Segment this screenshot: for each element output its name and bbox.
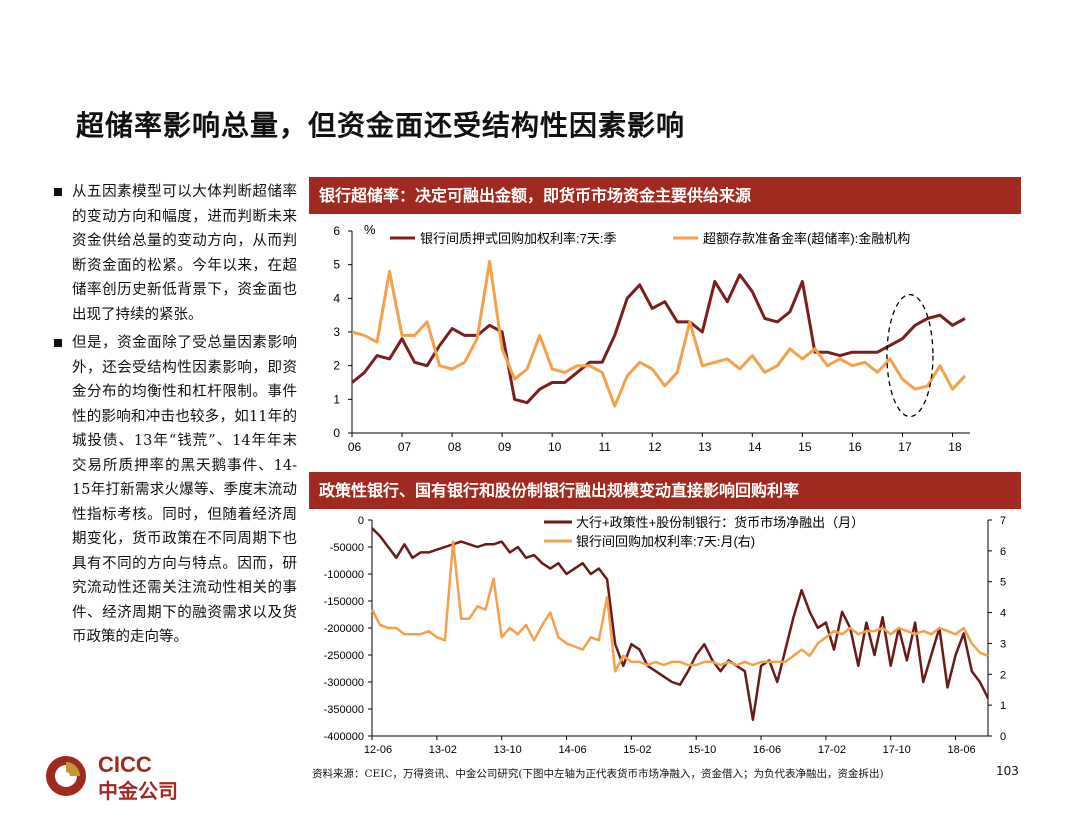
annotation-ellipse (886, 293, 934, 418)
x-tick-label: 15-10 (688, 744, 716, 756)
logo-cn-text: 中金公司 (98, 779, 178, 803)
x-tick-label: 13-10 (494, 744, 522, 756)
legend-label: 银行间回购加权利率:7天:月(右) (576, 534, 755, 549)
y-tick-label-right: 5 (1000, 577, 1006, 589)
x-tick-label: 13-02 (429, 744, 457, 756)
page-title: 超储率影响总量，但资金面还受结构性因素影响 (76, 109, 686, 142)
y-tick-label: 6 (333, 224, 340, 238)
y-tick-label-left: -400000 (324, 731, 364, 743)
y-tick-label-right: 0 (1000, 731, 1006, 743)
y-tick-label: 0 (333, 426, 340, 440)
y-tick-label-right: 2 (1000, 669, 1006, 681)
legend-label: 银行间质押式回购加权利率:7天:季 (420, 231, 616, 246)
x-tick-label: 18-06 (948, 744, 976, 756)
cicc-logo-mark-icon: CICC 中金公司 (46, 752, 178, 803)
y-tick-label-left: -350000 (324, 704, 364, 716)
y-tick-label-left: -100000 (324, 569, 364, 581)
y-tick-label-left: -200000 (324, 623, 364, 635)
x-tick-label: 12-06 (364, 744, 392, 756)
bullet-text: 但是，资金面除了受总量因素影响外，还会受结构性因素影响，即资金分布的均衡性和杠杆… (72, 335, 297, 645)
legend-label: 大行+政策性+股份制银行：货币市场净融出（月） (576, 515, 864, 530)
x-tick-label: 13 (698, 440, 712, 454)
x-tick-label: 08 (448, 440, 462, 454)
cicc-logo: CICC 中金公司 (42, 748, 202, 812)
x-tick-label: 18 (948, 440, 962, 454)
bullet-item: 从五因素模型可以大体判断超储率的变动方向和幅度，进而判断未来资金供给总量的变动方… (52, 180, 297, 327)
y-tick-label-right: 3 (1000, 638, 1006, 650)
x-tick-label: 09 (498, 440, 512, 454)
x-tick-label: 17-02 (818, 744, 846, 756)
top-chart-header: 银行超储率：决定可融出金额，即货币市场资金主要供给来源 (309, 177, 1021, 214)
x-tick-label: 16 (848, 440, 862, 454)
bullet-item: 但是，资金面除了受总量因素影响外，还会受结构性因素影响，即资金分布的均衡性和杠杆… (52, 331, 297, 650)
y-tick-label-left: -250000 (324, 650, 364, 662)
series-line-right (370, 540, 989, 673)
y-tick-label-left: 0 (358, 515, 364, 527)
x-tick-label: 10 (548, 440, 562, 454)
x-tick-label: 16-06 (753, 744, 781, 756)
x-tick-label: 14 (748, 440, 762, 454)
x-tick-label: 06 (348, 440, 362, 454)
y-tick-label: 1 (333, 392, 340, 406)
y-tick-label-left: -150000 (324, 596, 364, 608)
x-tick-label: 17-10 (883, 744, 911, 756)
x-tick-label: 11 (598, 440, 611, 454)
y-tick-label-right: 1 (1000, 700, 1006, 712)
series-line-left (371, 527, 990, 722)
legend-label: 超额存款准备金率(超储率):金融机构 (703, 231, 910, 246)
y-tick-label: 3 (333, 325, 340, 339)
bullet-list: 从五因素模型可以大体判断超储率的变动方向和幅度，进而判断未来资金供给总量的变动方… (52, 180, 297, 654)
page-number: 103 (996, 764, 1019, 778)
series-line (351, 259, 967, 408)
source-note: 资料来源：CEIC，万得资讯、中金公司研究(下图中左轴为正代表货币市场净融入，资… (312, 768, 884, 780)
x-tick-label: 14-06 (558, 744, 586, 756)
square-bullet-icon (54, 188, 62, 196)
y-tick-label-right: 4 (1000, 608, 1006, 620)
bullet-text: 从五因素模型可以大体判断超储率的变动方向和幅度，进而判断未来资金供给总量的变动方… (72, 184, 297, 323)
x-tick-label: 15-02 (623, 744, 651, 756)
series-line (351, 273, 966, 405)
x-tick-label: 07 (398, 440, 412, 454)
x-tick-label: 17 (898, 440, 912, 454)
y-tick-label-left: -50000 (330, 542, 364, 554)
y-tick-label: 5 (333, 258, 340, 272)
x-tick-label: 12 (648, 440, 662, 454)
bottom-chart-header: 政策性银行、国有银行和股份制银行融出规模变动直接影响回购利率 (309, 472, 1021, 509)
y-tick-label-left: -300000 (324, 677, 364, 689)
logo-en-text: CICC (98, 752, 152, 777)
y-tick-label: 2 (333, 359, 340, 373)
y-tick-label: 4 (333, 291, 340, 305)
y-tick-label-right: 7 (1000, 515, 1006, 527)
square-bullet-icon (54, 339, 62, 347)
y-tick-label-right: 6 (1000, 546, 1006, 558)
x-tick-label: 15 (798, 440, 812, 454)
y-axis-unit: % (364, 222, 376, 237)
